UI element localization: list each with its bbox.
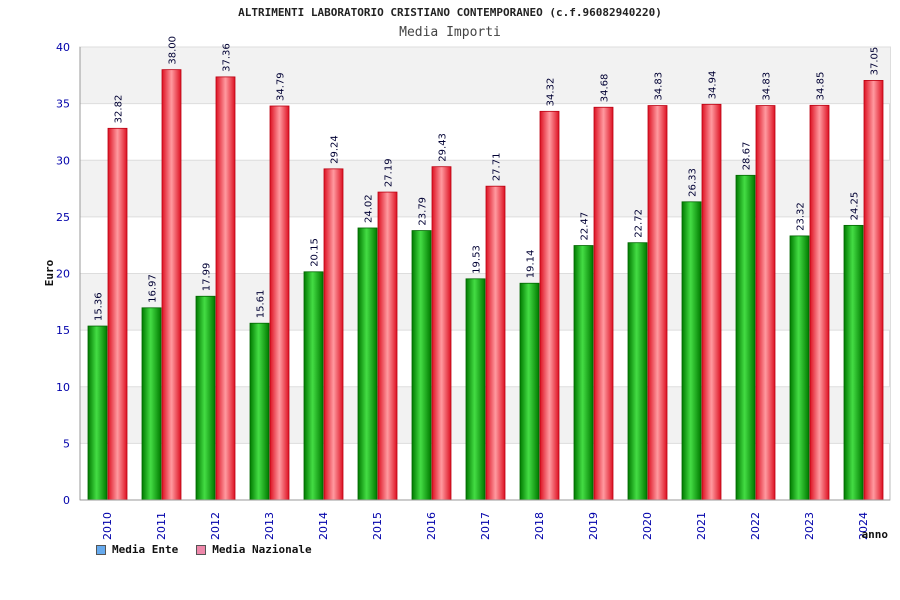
bar-nazionale [377, 191, 398, 501]
data-label: 22.72 [634, 209, 645, 238]
x-tick-label: 2024 [857, 512, 870, 540]
data-label: 34.83 [654, 72, 665, 101]
bar-nazionale [863, 80, 884, 501]
bar-nazionale [161, 69, 182, 501]
data-label: 22.47 [580, 212, 591, 241]
bar-ente [735, 174, 756, 501]
data-label: 32.82 [114, 95, 125, 124]
bar-ente [627, 242, 648, 501]
legend-item-nazionale: Media Nazionale [196, 543, 312, 556]
data-label: 34.79 [276, 72, 287, 101]
legend-swatch-nazionale [196, 544, 207, 555]
x-tick-label: 2021 [695, 512, 708, 540]
data-label: 34.94 [708, 71, 719, 100]
bar-nazionale [431, 166, 452, 501]
legend-swatch-ente [96, 544, 106, 555]
y-tick-label: 40 [56, 41, 70, 54]
bar-ente [681, 201, 702, 501]
data-label: 17.99 [202, 263, 213, 292]
x-tick-label: 2015 [371, 512, 384, 540]
data-label: 26.33 [688, 168, 699, 197]
data-label: 38.00 [168, 36, 179, 65]
bar-nazionale [269, 105, 290, 501]
bar-ente [789, 235, 810, 501]
x-tick-label: 2018 [533, 512, 546, 540]
legend-label-ente: Media Ente [112, 543, 179, 556]
bar-ente [465, 278, 486, 501]
data-label: 29.43 [438, 133, 449, 162]
data-label: 34.68 [600, 74, 611, 103]
legend: Media Ente Media Nazionale [96, 543, 312, 556]
data-label: 23.79 [418, 197, 429, 226]
data-label: 34.83 [762, 72, 773, 101]
bar-nazionale [485, 185, 506, 501]
data-label: 19.14 [526, 250, 537, 279]
y-tick-label: 10 [56, 381, 70, 394]
bar-nazionale [215, 76, 236, 501]
bar-ente [411, 230, 432, 501]
data-label: 34.32 [546, 78, 557, 107]
bar-ente [573, 245, 594, 501]
legend-label-nazionale: Media Nazionale [212, 543, 312, 556]
bar-ente [249, 322, 270, 501]
bar-nazionale [593, 106, 614, 501]
y-axis-label: Euro [43, 259, 56, 286]
legend-item-ente: Media Ente [96, 543, 178, 556]
bar-ente [195, 295, 216, 501]
bar-ente [87, 325, 108, 501]
y-tick-label: 5 [63, 437, 70, 450]
bar-nazionale [107, 127, 128, 501]
x-tick-label: 2020 [641, 512, 654, 540]
y-tick-label: 20 [56, 268, 70, 281]
data-label: 37.36 [222, 43, 233, 72]
bar-nazionale [755, 105, 776, 501]
data-label: 29.24 [330, 135, 341, 164]
data-label: 23.32 [796, 202, 807, 231]
bar-ente [303, 271, 324, 501]
chart-subtitle: Media Importi [399, 25, 501, 40]
x-tick-label: 2014 [317, 512, 330, 540]
y-tick-label: 25 [56, 211, 70, 224]
bar-nazionale [809, 104, 830, 501]
x-tick-label: 2017 [479, 512, 492, 540]
x-axis-label: anno [862, 528, 889, 541]
x-tick-label: 2012 [209, 512, 222, 540]
data-label: 34.85 [816, 72, 827, 101]
y-tick-label: 30 [56, 154, 70, 167]
x-tick-label: 2016 [425, 512, 438, 540]
x-tick-label: 2011 [155, 512, 168, 540]
y-tick-label: 35 [56, 98, 70, 111]
grid-band [80, 47, 890, 104]
bar-nazionale [647, 105, 668, 501]
data-label: 37.05 [870, 47, 881, 76]
bar-ente [141, 307, 162, 501]
bar-ente [519, 282, 540, 501]
data-label: 20.15 [310, 238, 321, 267]
data-label: 24.02 [364, 194, 375, 223]
data-label: 27.71 [492, 153, 503, 182]
x-tick-label: 2022 [749, 512, 762, 540]
data-label: 27.19 [384, 158, 395, 187]
x-tick-label: 2013 [263, 512, 276, 540]
data-label: 15.36 [94, 292, 105, 321]
bar-ente [843, 224, 864, 501]
data-label: 28.67 [742, 142, 753, 171]
chart-title: ALTRIMENTI LABORATORIO CRISTIANO CONTEMP… [238, 6, 662, 19]
x-tick-label: 2023 [803, 512, 816, 540]
y-tick-label: 0 [63, 494, 70, 507]
x-tick-label: 2010 [101, 512, 114, 540]
data-label: 15.61 [256, 290, 267, 319]
data-label: 16.97 [148, 274, 159, 303]
bar-nazionale [323, 168, 344, 501]
x-tick-label: 2019 [587, 512, 600, 540]
data-label: 19.53 [472, 245, 483, 274]
bar-nazionale [539, 110, 560, 501]
data-label: 24.25 [850, 192, 861, 221]
bar-nazionale [701, 103, 722, 501]
bar-ente [357, 227, 378, 501]
y-tick-label: 15 [56, 324, 70, 337]
